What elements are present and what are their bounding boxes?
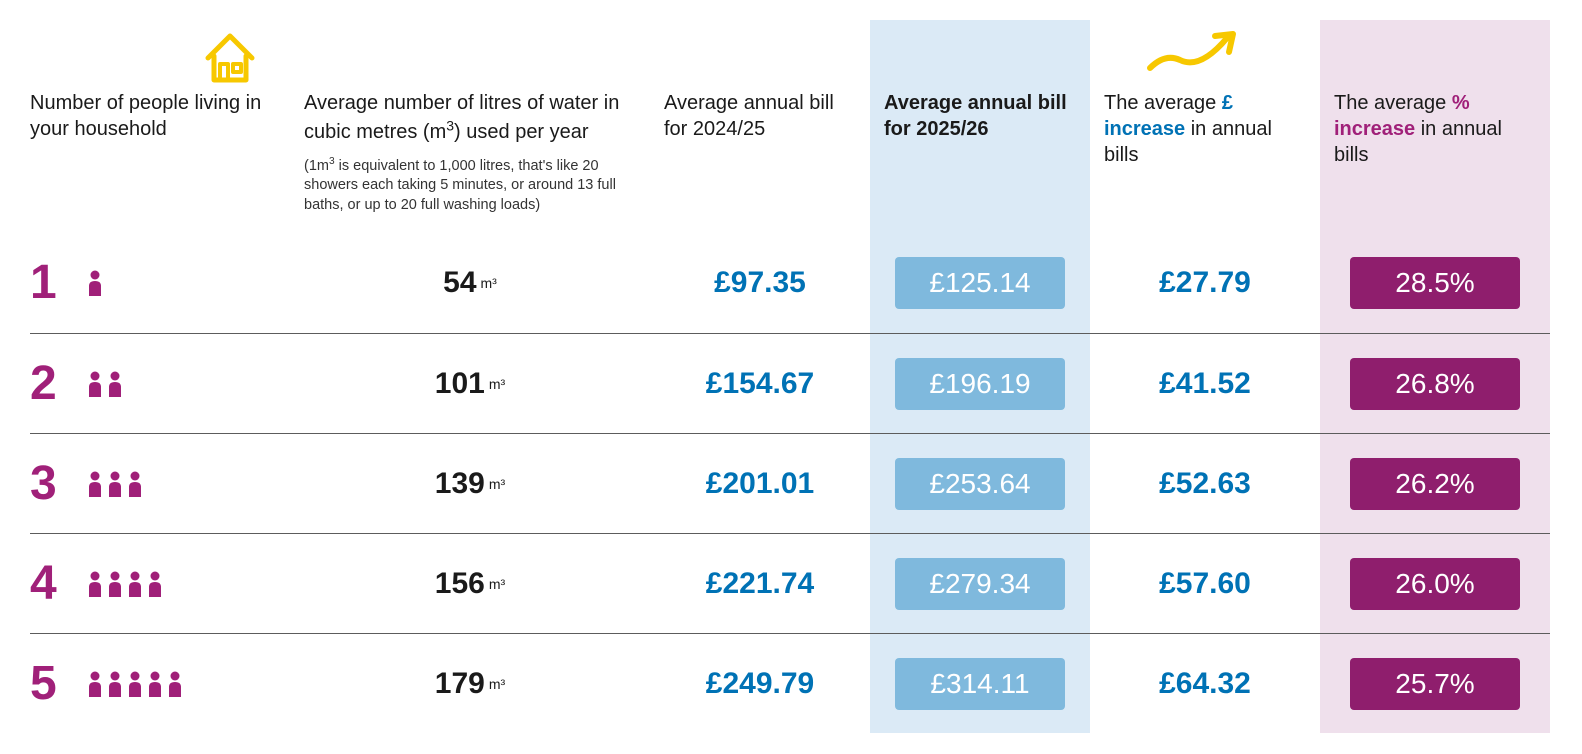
- bill-2024-cell: £97.35: [650, 233, 870, 333]
- increase-gbp-cell: £27.79: [1090, 233, 1320, 333]
- header-bill-2024: Average annual bill for 2024/25: [650, 20, 870, 233]
- bill-2024-cell: £221.74: [650, 533, 870, 633]
- usage-unit: m³: [489, 576, 505, 592]
- people-count: 5: [30, 660, 86, 708]
- increase-arrow-icon: [1145, 28, 1245, 83]
- water-bill-comparison-table: Number of people living in your househol…: [30, 20, 1552, 733]
- increase-gbp-value: £57.60: [1159, 567, 1251, 601]
- usage-value: 54: [443, 266, 476, 300]
- increase-pct-cell: 28.5%: [1320, 233, 1550, 333]
- usage-cell: 101 m³: [290, 333, 650, 433]
- people-count: 4: [30, 560, 86, 608]
- bill-2024-value: £154.67: [706, 367, 814, 401]
- header-usage-subnote: (1m3 is equivalent to 1,000 litres, that…: [304, 155, 636, 216]
- bill-2025-chip: £314.11: [895, 658, 1065, 710]
- usage-unit: m³: [489, 376, 505, 392]
- increase-pct-chip: 26.2%: [1350, 458, 1520, 510]
- person-icon-group: [86, 571, 164, 597]
- increase-gbp-value: £52.63: [1159, 467, 1251, 501]
- usage-unit: m³: [481, 275, 497, 291]
- bill-2025-cell: £314.11: [870, 633, 1090, 733]
- bill-2025-cell: £253.64: [870, 433, 1090, 533]
- increase-pct-chip: 26.0%: [1350, 558, 1520, 610]
- people-count: 1: [30, 259, 86, 307]
- increase-pct-cell: 26.8%: [1320, 333, 1550, 433]
- increase-gbp-cell: £52.63: [1090, 433, 1320, 533]
- header-usage: Average number of litres of water in cub…: [290, 20, 650, 233]
- bill-2024-cell: £201.01: [650, 433, 870, 533]
- header-usage-main: Average number of litres of water in cub…: [304, 92, 619, 143]
- bill-2025-chip: £125.14: [895, 257, 1065, 309]
- bill-2024-value: £97.35: [714, 266, 806, 300]
- header-increase-pct: The average % increase in annual bills: [1320, 20, 1550, 233]
- bill-2025-chip: £196.19: [895, 358, 1065, 410]
- increase-gbp-cell: £41.52: [1090, 333, 1320, 433]
- increase-pct-cell: 25.7%: [1320, 633, 1550, 733]
- increase-pct-chip: 25.7%: [1350, 658, 1520, 710]
- header-increase-gbp-pre: The average: [1104, 92, 1222, 114]
- increase-pct-cell: 26.0%: [1320, 533, 1550, 633]
- increase-gbp-cell: £64.32: [1090, 633, 1320, 733]
- people-cell: 2: [30, 333, 290, 433]
- bill-2025-cell: £279.34: [870, 533, 1090, 633]
- usage-value: 179: [435, 667, 485, 701]
- bill-2025-chip: £279.34: [895, 558, 1065, 610]
- header-bill-2025-text: Average annual bill for 2025/26: [884, 92, 1067, 140]
- bill-2025-cell: £196.19: [870, 333, 1090, 433]
- increase-gbp-value: £41.52: [1159, 367, 1251, 401]
- bill-2024-cell: £154.67: [650, 333, 870, 433]
- house-icon: [200, 28, 260, 93]
- bill-2025-cell: £125.14: [870, 233, 1090, 333]
- person-icon-group: [86, 671, 184, 697]
- bill-2024-value: £221.74: [706, 567, 814, 601]
- usage-cell: 139 m³: [290, 433, 650, 533]
- usage-unit: m³: [489, 676, 505, 692]
- increase-gbp-value: £27.79: [1159, 266, 1251, 300]
- usage-cell: 179 m³: [290, 633, 650, 733]
- people-cell: 3: [30, 433, 290, 533]
- person-icon-group: [86, 471, 144, 497]
- bill-2024-cell: £249.79: [650, 633, 870, 733]
- increase-pct-cell: 26.2%: [1320, 433, 1550, 533]
- header-increase-pct-pre: The average: [1334, 92, 1452, 114]
- people-count: 2: [30, 360, 86, 408]
- people-cell: 5: [30, 633, 290, 733]
- usage-unit: m³: [489, 476, 505, 492]
- increase-pct-chip: 26.8%: [1350, 358, 1520, 410]
- usage-value: 156: [435, 567, 485, 601]
- usage-value: 101: [435, 367, 485, 401]
- person-icon-group: [86, 270, 104, 296]
- usage-cell: 54 m³: [290, 233, 650, 333]
- bill-2024-value: £201.01: [706, 467, 814, 501]
- header-bill-2025: Average annual bill for 2025/26: [870, 20, 1090, 233]
- people-count: 3: [30, 460, 86, 508]
- person-icon-group: [86, 371, 124, 397]
- people-cell: 1: [30, 233, 290, 333]
- increase-gbp-value: £64.32: [1159, 667, 1251, 701]
- bill-2025-chip: £253.64: [895, 458, 1065, 510]
- increase-pct-chip: 28.5%: [1350, 257, 1520, 309]
- bill-2024-value: £249.79: [706, 667, 814, 701]
- increase-gbp-cell: £57.60: [1090, 533, 1320, 633]
- usage-value: 139: [435, 467, 485, 501]
- usage-cell: 156 m³: [290, 533, 650, 633]
- people-cell: 4: [30, 533, 290, 633]
